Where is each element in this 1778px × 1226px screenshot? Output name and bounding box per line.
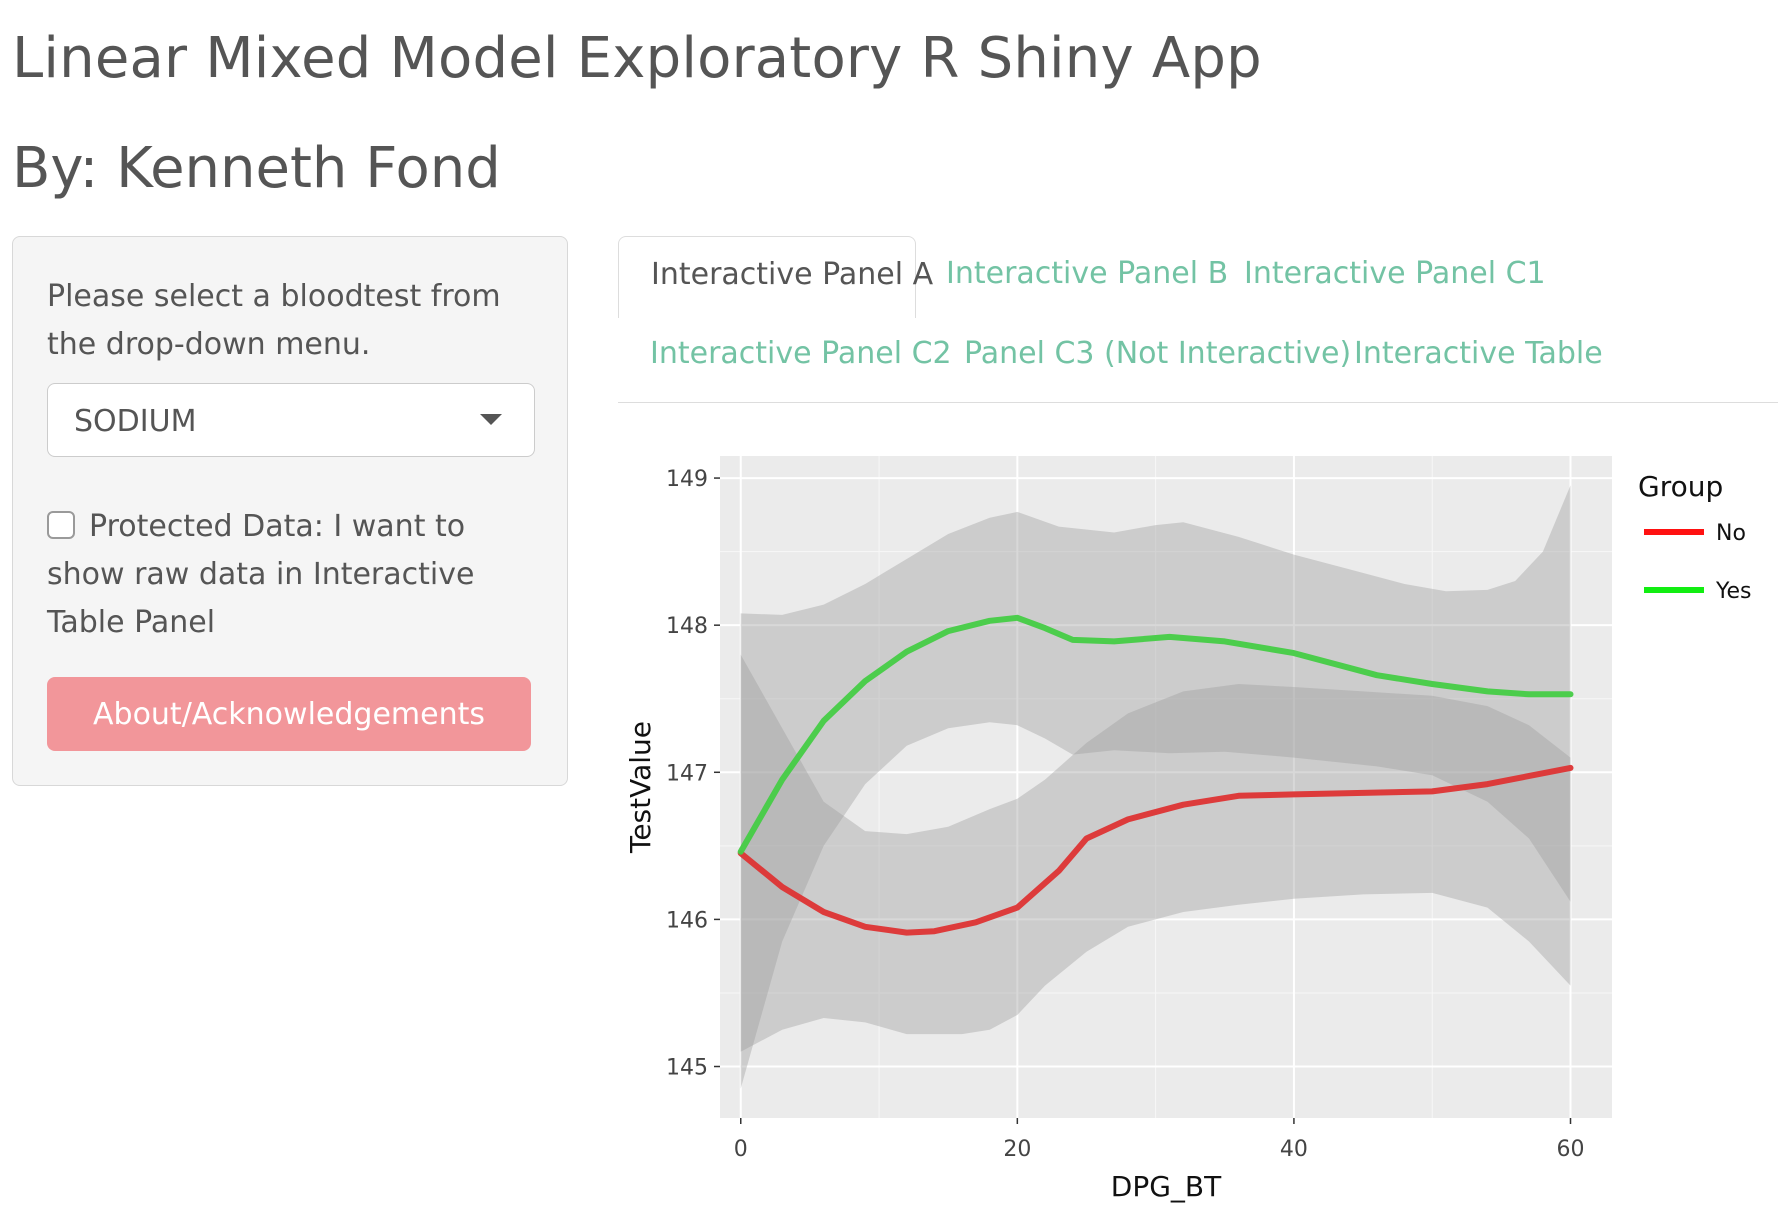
app-title: Linear Mixed Model Exploratory R Shiny A… [12,26,1262,91]
ci-ribbon-no [740,654,1571,1052]
x-tick-label: 60 [1557,1137,1585,1162]
x-tick-label: 40 [1280,1137,1308,1162]
tab-interactive-table[interactable]: Interactive Table [1354,336,1603,371]
tab-bar: Interactive Panel A Interactive Panel B … [618,236,1778,403]
chevron-down-icon [480,414,502,425]
about-button[interactable]: About/Acknowledgements [47,677,531,751]
tab-interactive-panel-a[interactable]: Interactive Panel A [618,236,933,318]
x-tick-label: 20 [1003,1137,1031,1162]
legend-label-yes: Yes [1715,579,1752,604]
sidebar-panel: Please select a bloodtest from the drop-… [12,236,568,786]
author-heading: By: Kenneth Fond [12,136,501,201]
series-line-no [737,764,1574,936]
bloodtest-prompt: Please select a bloodtest from the drop-… [47,279,501,362]
y-tick-label: 146 [666,908,708,933]
legend-label-no: No [1716,521,1746,546]
legend-title: Group [1638,470,1723,503]
tab-interactive-panel-c2[interactable]: Interactive Panel C2 [650,336,952,371]
bloodtest-select-value: SODIUM [74,404,197,439]
y-tick-label: 147 [666,761,708,786]
x-axis-title: DPG_BT [1111,1170,1222,1203]
tab-interactive-panel-c1[interactable]: Interactive Panel C1 [1244,256,1546,291]
trajectory-plot[interactable]: 0 20 40 60 145 146 147 148 149 DPG_BT TestValue Gro… [618,410,1778,1220]
series-line-yes [737,614,1574,855]
y-tick-label: 148 [666,614,708,639]
ci-ribbon-yes [740,485,1571,1089]
y-tick-label: 149 [666,467,708,492]
x-tick-label: 0 [734,1137,748,1162]
tab-panel-c3[interactable]: Panel C3 (Not Interactive) [964,336,1352,371]
protected-data-label: Protected Data: I want to show raw data … [47,509,475,640]
bloodtest-select[interactable]: SODIUM [47,383,535,457]
tab-interactive-panel-b[interactable]: Interactive Panel B [946,256,1229,291]
y-tick-label: 145 [666,1056,708,1081]
y-axis-title: TestValue [624,721,657,854]
protected-data-checkbox[interactable] [47,511,75,539]
